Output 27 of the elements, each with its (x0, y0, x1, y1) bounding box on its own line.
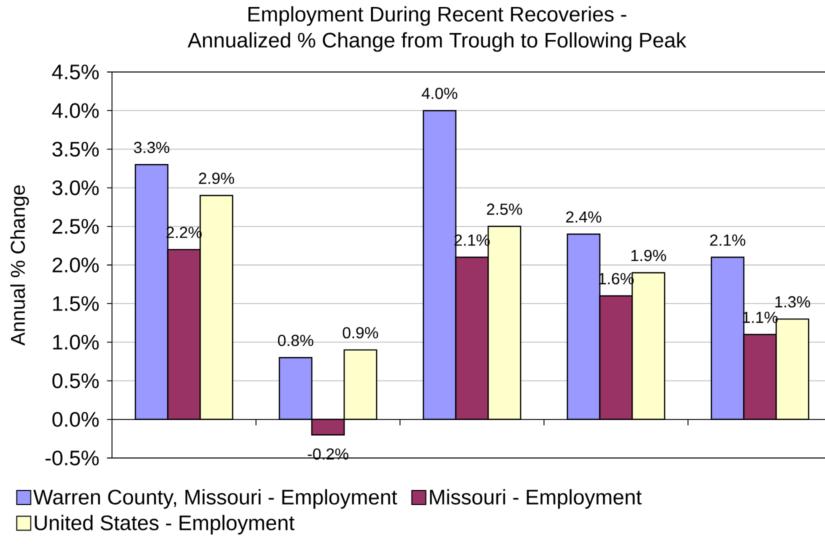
y-tick-label: -0.5% (46, 450, 99, 466)
data-label: 0.9% (342, 327, 378, 338)
y-tick-label: 0.0% (52, 412, 99, 427)
y-tick-label: 3.5% (52, 142, 99, 157)
data-label: 3.3% (134, 142, 170, 154)
data-label: 2.4% (566, 211, 602, 223)
y-axis-title: Annual % Change (10, 185, 29, 346)
y-tick-label: 1.5% (53, 296, 99, 311)
data-label: 2.9% (198, 172, 234, 184)
chart-subtitle: Annualized % Change from Trough to Following Peak (188, 32, 686, 52)
data-label: 0.8% (278, 334, 314, 346)
y-tick-label: 4.0% (52, 103, 99, 118)
legend-label: United States - Employment (34, 514, 294, 534)
y-tick-label: 1.0% (53, 334, 99, 350)
data-label: 2.1% (710, 234, 746, 246)
y-tick-label: 3.0% (52, 180, 99, 196)
data-label: 1.9% (631, 250, 666, 262)
y-tick-label: 0.5% (52, 373, 99, 388)
y-tick-label: 2.5% (52, 218, 99, 234)
data-label: 2.5% (486, 204, 522, 215)
y-tick-label: 4.5% (52, 64, 99, 80)
data-label: 1.3% (775, 296, 810, 308)
y-tick-label: 2.0% (52, 258, 99, 272)
legend-label: Missouri - Employment (430, 489, 642, 509)
data-label: 4.0% (422, 88, 458, 100)
chart-title: Employment During Recent Recoveries - (248, 6, 626, 26)
legend-label: Warren County, Missouri - Employment (33, 489, 398, 509)
